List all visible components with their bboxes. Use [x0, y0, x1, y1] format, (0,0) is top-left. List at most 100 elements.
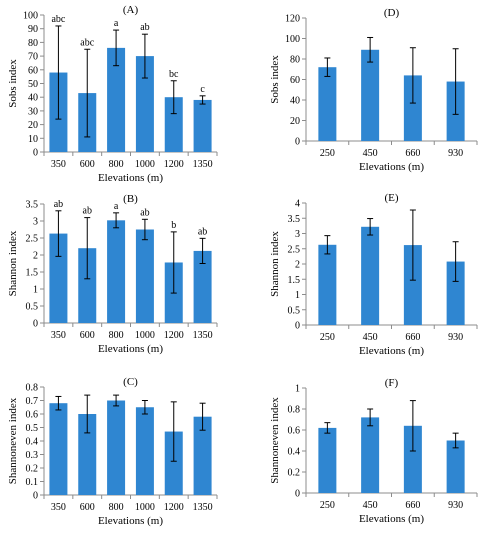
- y-tick-label: 2: [33, 251, 38, 262]
- y-tick-label: 0: [33, 148, 38, 159]
- y-tick-label: 0: [295, 137, 300, 148]
- y-tick-label: 0.5: [26, 423, 39, 434]
- y-axis-title: Shannoneven index: [7, 397, 19, 484]
- bar: [193, 99, 212, 152]
- y-tick-label: 1: [33, 285, 38, 296]
- x-tick-label: 1000: [135, 502, 155, 513]
- x-axis-title: Elevations (m): [359, 161, 424, 173]
- bar: [164, 97, 183, 152]
- y-tick-label: 80: [28, 38, 38, 49]
- y-tick-label: 30: [28, 106, 38, 117]
- y-tick-label: 0.3: [26, 450, 39, 461]
- bar: [318, 244, 337, 325]
- panel-label: (D): [384, 7, 400, 19]
- x-tick-label: 1000: [135, 159, 155, 170]
- y-tick-label: 0.1: [26, 477, 39, 488]
- bar: [403, 245, 422, 325]
- y-tick-label: 100: [23, 11, 38, 22]
- y-tick-label: 40: [28, 93, 38, 104]
- x-tick-label: 600: [80, 502, 95, 513]
- x-tick-label: 450: [363, 148, 378, 159]
- x-axis-title: Elevations (m): [98, 343, 163, 355]
- bar: [403, 75, 422, 141]
- y-axis-title: Shannon index: [269, 231, 281, 297]
- y-tick-label: 120: [285, 14, 300, 25]
- x-tick-label: 930: [448, 332, 463, 343]
- y-tick-label: 3.5: [288, 214, 301, 225]
- y-tick-label: 3: [295, 229, 300, 240]
- y-tick-label: 2: [295, 260, 300, 271]
- x-tick-label: 350: [51, 330, 66, 341]
- bar: [107, 47, 126, 152]
- y-tick-label: 0: [295, 489, 300, 500]
- y-tick-label: 1.5: [288, 275, 301, 286]
- x-axis-title: Elevations (m): [98, 172, 163, 184]
- x-tick-label: 1200: [164, 330, 184, 341]
- panel-label: (F): [385, 377, 399, 389]
- y-tick-label: 0.2: [26, 464, 39, 475]
- significance-letter: b: [171, 220, 176, 231]
- y-axis-title: Shannon index: [7, 230, 19, 296]
- bar: [164, 431, 183, 495]
- x-tick-label: 250: [320, 332, 335, 343]
- y-tick-label: 20: [28, 120, 38, 131]
- panel-B: (B) 0 0.5 1 1.5 2 2.5 3 3.5 ab 350 ab 600 a 800 ab 1000 b…: [7, 193, 218, 355]
- bar: [361, 49, 380, 141]
- y-tick-label: 60: [28, 65, 38, 76]
- y-tick-label: 60: [290, 75, 300, 86]
- y-tick-label: 0: [33, 319, 38, 330]
- y-tick-label: 0.8: [26, 383, 39, 394]
- x-tick-label: 800: [109, 330, 124, 341]
- y-tick-label: 4: [295, 199, 300, 210]
- bar: [318, 427, 337, 493]
- significance-letter: abc: [51, 14, 65, 25]
- bar: [49, 403, 68, 495]
- significance-letter: c: [200, 84, 205, 95]
- y-tick-label: 0.5: [26, 302, 39, 313]
- significance-letter: ab: [140, 207, 149, 218]
- panel-label: (E): [384, 192, 398, 204]
- y-tick-label: 0.4: [26, 437, 39, 448]
- panel-E: (E) 0 0.5 1 1.5 2 2.5 3 3.5 4 250 450 660 930 Elevatio…: [269, 192, 478, 357]
- bar: [135, 229, 154, 323]
- significance-letter: ab: [198, 226, 207, 237]
- bar: [107, 400, 126, 495]
- bar: [446, 440, 465, 493]
- x-tick-label: 800: [109, 502, 124, 513]
- significance-letter: ab: [83, 206, 92, 217]
- x-tick-label: 660: [405, 332, 420, 343]
- y-tick-label: 0.8: [288, 405, 301, 416]
- y-tick-label: 100: [285, 34, 300, 45]
- y-tick-label: 90: [28, 24, 38, 35]
- significance-letter: a: [114, 201, 119, 212]
- significance-letter: ab: [140, 22, 149, 33]
- x-tick-label: 660: [405, 148, 420, 159]
- x-tick-label: 660: [405, 500, 420, 511]
- significance-letter: abc: [80, 37, 94, 48]
- panel-F: (F) 0 0.2 0.4 0.6 0.8 1 250 450 660 930 Elevations …: [269, 377, 478, 525]
- y-tick-label: 50: [28, 79, 38, 90]
- x-tick-label: 1350: [193, 159, 213, 170]
- x-tick-label: 1200: [164, 502, 184, 513]
- x-tick-label: 250: [320, 500, 335, 511]
- x-tick-label: 930: [448, 500, 463, 511]
- x-tick-label: 250: [320, 148, 335, 159]
- panel-label: (C): [123, 376, 138, 388]
- y-tick-label: 1.5: [26, 268, 39, 279]
- bar: [135, 407, 154, 495]
- y-axis-title: Sobs index: [269, 55, 281, 104]
- y-tick-label: 40: [290, 96, 300, 107]
- bar: [107, 220, 126, 323]
- x-tick-label: 450: [363, 500, 378, 511]
- x-tick-label: 1350: [193, 330, 213, 341]
- y-tick-label: 0.4: [288, 447, 301, 458]
- y-tick-label: 0: [33, 491, 38, 502]
- x-axis-title: Elevations (m): [359, 345, 424, 357]
- y-tick-label: 0: [295, 321, 300, 332]
- bar: [78, 414, 97, 495]
- y-tick-label: 0.5: [288, 305, 301, 316]
- x-tick-label: 930: [448, 148, 463, 159]
- y-tick-label: 2.5: [26, 234, 39, 245]
- y-tick-label: 70: [28, 52, 38, 63]
